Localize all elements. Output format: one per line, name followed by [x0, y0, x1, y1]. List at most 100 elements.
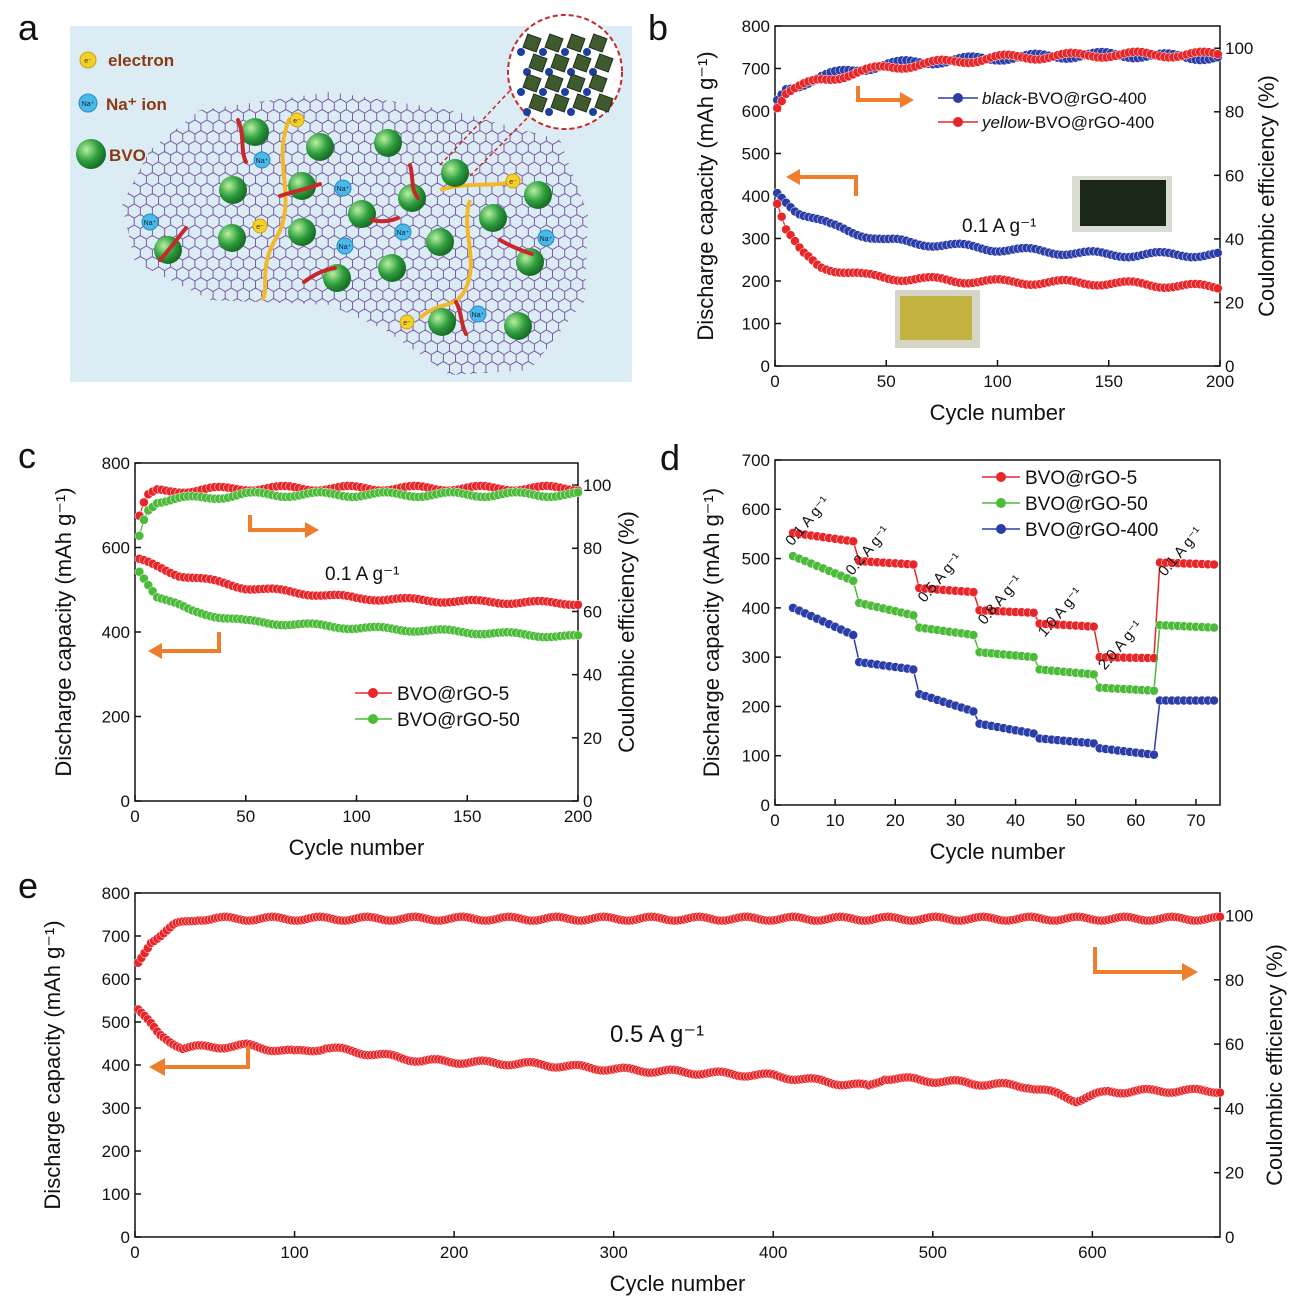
- legend-marker: [368, 714, 378, 724]
- legend-marker: [368, 688, 378, 698]
- orange-arrow-right: [1093, 947, 1182, 974]
- data-point: [139, 515, 149, 525]
- data-point: [968, 706, 979, 717]
- data-point: [908, 610, 919, 621]
- data-point: [1215, 912, 1225, 922]
- data-point: [1213, 283, 1223, 294]
- na-ion-label: Na⁺: [339, 244, 352, 251]
- x-axis-label: Cycle number: [930, 400, 1066, 425]
- na-ion: [537, 229, 555, 247]
- series-bvo-rgo-50-capacity: [134, 567, 583, 642]
- bvo-particle: [374, 129, 402, 157]
- series-yellow-bvo-rgo-400-ce: [772, 46, 1223, 113]
- legend-label: yellow-BVO@rGO-400: [981, 113, 1154, 132]
- y2-tick-label: 0: [583, 792, 592, 811]
- y-tick-label: 0: [761, 796, 770, 815]
- y-tick-label: 200: [742, 272, 770, 291]
- crystal-octahedron: [528, 53, 548, 73]
- legend-label: BVO@rGO-50: [1025, 494, 1148, 515]
- x-tick-label: 150: [453, 807, 481, 826]
- bvo-particle: [306, 133, 334, 161]
- na-ion-label: Na⁺: [472, 312, 485, 319]
- legend-electron-symbol: e⁻: [84, 58, 92, 65]
- bvo-particle: [516, 248, 544, 276]
- series-black-bvo-rgo-400-capacity: [772, 188, 1223, 262]
- legend-label: BVO@rGO-400: [1025, 520, 1158, 541]
- y2-tick-label: 80: [1225, 103, 1244, 122]
- bvo-particle: [398, 184, 426, 212]
- data-point: [1028, 652, 1039, 662]
- series-bvo-rgo-400: [788, 603, 1219, 760]
- x-tick-label: 60: [1126, 811, 1145, 830]
- legend-label: BVO@rGO-5: [397, 684, 509, 705]
- bvo-particle: [378, 254, 406, 282]
- y-tick-label: 0: [121, 1228, 130, 1247]
- na-ion: [394, 223, 412, 241]
- x-tick-label: 100: [983, 372, 1011, 391]
- na-diffusion-arrow: [236, 118, 248, 164]
- y-tick-label: 600: [102, 538, 130, 557]
- legend-label-italic: yellow: [981, 113, 1031, 132]
- bvo-particle: [441, 159, 469, 187]
- x-tick-label: 30: [946, 811, 965, 830]
- orange-arrow-right: [856, 86, 900, 102]
- na-diffusion-arrow: [408, 163, 420, 200]
- panel-b-chart: 0 50 100 150 2000100200300400500600700800020…: [693, 17, 1279, 425]
- x-tick-label: 150: [1095, 372, 1123, 391]
- y2-tick-label: 100: [1225, 39, 1253, 58]
- x-tick-label: 0: [130, 807, 139, 826]
- na-diffusion-arrow: [454, 300, 468, 336]
- data-point: [772, 103, 782, 113]
- data-point: [1209, 559, 1219, 570]
- orange-arrow-left: [162, 632, 221, 653]
- na-diffusion-arrow: [302, 266, 337, 284]
- x-tick-label: 100: [342, 807, 370, 826]
- crystal-octahedron: [588, 73, 608, 93]
- y-tick-label: 100: [742, 747, 770, 766]
- x-axis-label: Cycle number: [930, 839, 1066, 864]
- na-ion-label: Na⁺: [144, 220, 157, 227]
- y2-tick-label: 0: [1225, 1228, 1234, 1247]
- data-point: [776, 211, 787, 222]
- na-ion-label: Na⁺: [256, 158, 269, 165]
- rate-label: 0.5 A g⁻¹: [915, 550, 966, 606]
- crystal-atom: [539, 88, 547, 96]
- y2-tick-label: 60: [1225, 1035, 1244, 1054]
- legend-marker: [996, 498, 1006, 508]
- y-tick-label: 800: [102, 454, 130, 473]
- y-tick-label: 200: [102, 707, 130, 726]
- data-point: [908, 664, 919, 675]
- na-ion-label: Na⁺: [397, 230, 410, 237]
- y-tick-label: 400: [102, 1056, 130, 1075]
- crystal-atom: [561, 48, 569, 56]
- orange-arrow-left-head: [786, 169, 800, 185]
- panel-letter-a: a: [18, 7, 39, 48]
- electron-path: [260, 117, 292, 302]
- y2-tick-label: 40: [1225, 230, 1244, 249]
- legend-na-label: Na⁺ ion: [106, 95, 167, 114]
- panel-letter-c: c: [18, 435, 36, 476]
- series-bvo-rgo-5: [788, 528, 1219, 663]
- legend-label-italic: black: [982, 89, 1023, 108]
- x-tick-label: 600: [1078, 1243, 1106, 1262]
- x-tick-label: 10: [826, 811, 845, 830]
- legend-na-symbol: Na⁺: [82, 101, 95, 108]
- crystal-atom: [589, 108, 597, 116]
- x-tick-label: 50: [236, 807, 255, 826]
- na-ion-label: Na⁺: [337, 186, 350, 193]
- crystal-octahedron: [566, 73, 586, 93]
- bvo-particle: [218, 224, 246, 252]
- crystal-octahedron: [572, 53, 592, 73]
- rate-label: 0.2 A g⁻¹: [842, 523, 893, 579]
- y2-tick-label: 20: [1225, 293, 1244, 312]
- x-tick-label: 20: [886, 811, 905, 830]
- rate-label: 0.8 A g⁻¹: [975, 572, 1026, 628]
- series-bvo-rgo-50: [788, 551, 1219, 696]
- y-axis-label: Discharge capacity (mAh g⁻¹): [699, 488, 724, 777]
- data-point: [848, 536, 858, 547]
- bvo-particle: [428, 308, 456, 336]
- zoom-line: [469, 104, 541, 177]
- y-tick-label: 600: [102, 970, 130, 989]
- y-tick-label: 100: [102, 1185, 130, 1204]
